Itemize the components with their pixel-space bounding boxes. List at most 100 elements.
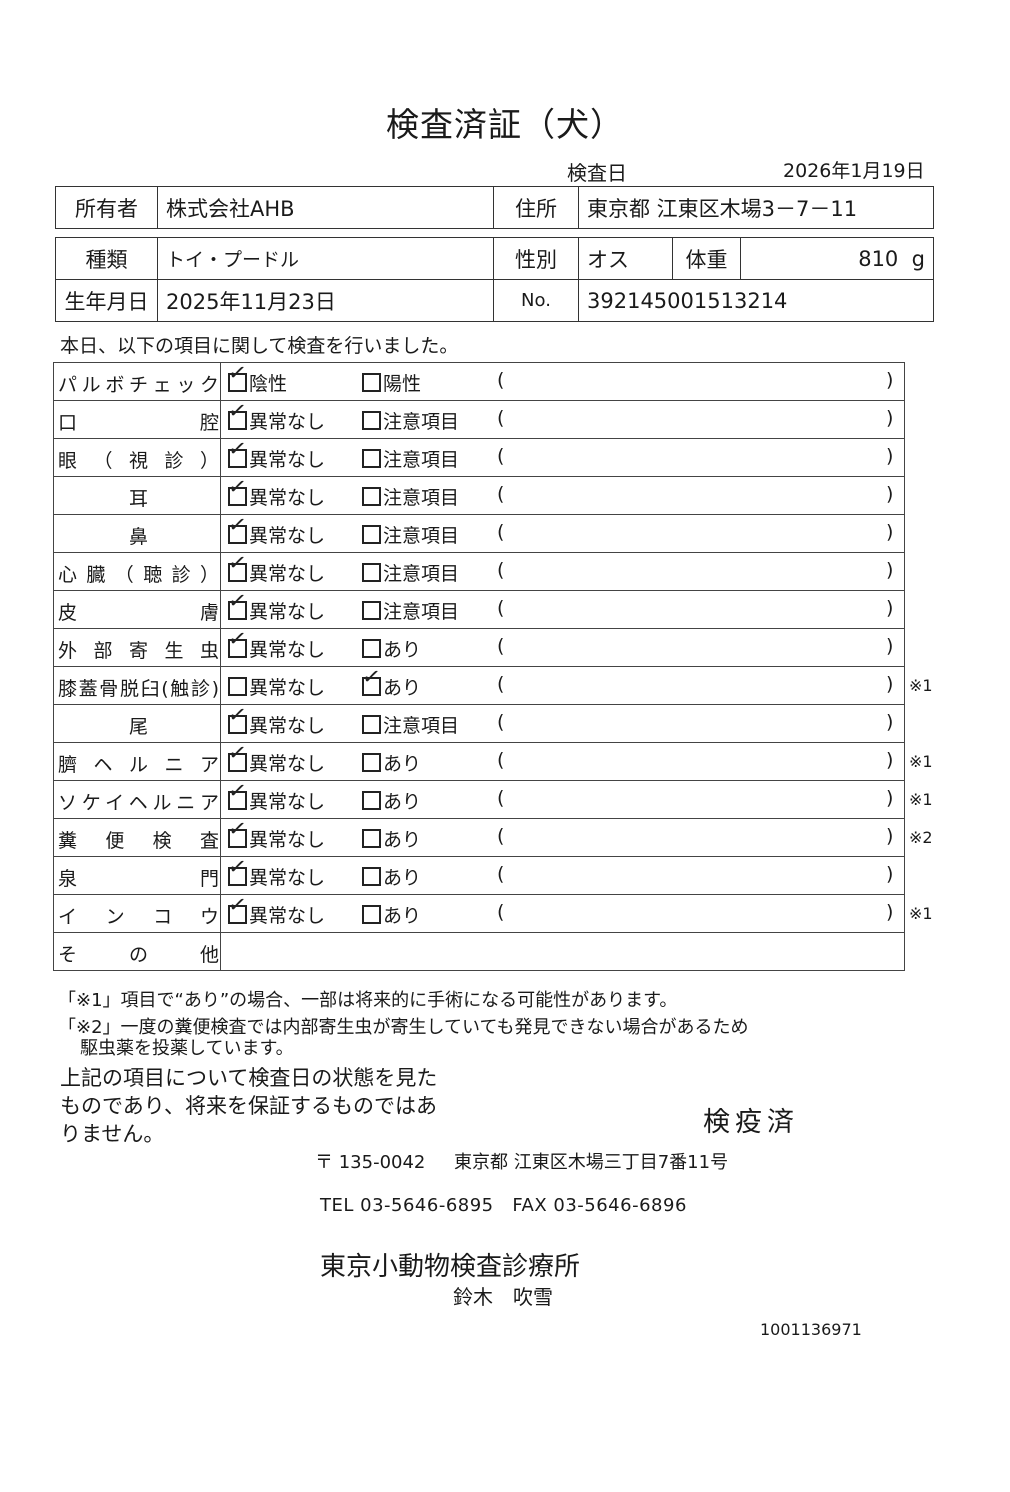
check-option-2[interactable]: ✓ あり bbox=[360, 664, 421, 700]
checked-checkbox[interactable]: ✓ bbox=[226, 398, 248, 430]
remarks-open-paren: ( bbox=[497, 407, 505, 429]
option-label: 注意項目 bbox=[383, 525, 460, 547]
checked-checkbox[interactable]: ✓ bbox=[226, 550, 248, 582]
checked-checkbox[interactable]: ✓ bbox=[226, 626, 248, 658]
checked-checkbox[interactable]: ✓ bbox=[226, 436, 248, 468]
check-option-1[interactable]: ✓ 異常なし bbox=[226, 436, 325, 472]
checked-checkbox[interactable]: ✓ bbox=[226, 702, 248, 734]
check-option-2[interactable]: あり bbox=[362, 749, 421, 776]
column-divider bbox=[220, 705, 221, 742]
column-divider bbox=[220, 477, 221, 514]
check-option-2[interactable]: あり bbox=[362, 787, 421, 814]
check-item-label: 泉門 bbox=[58, 868, 219, 890]
column-divider bbox=[220, 933, 221, 970]
check-option-2[interactable]: あり bbox=[362, 635, 421, 662]
owner-table: 所有者 株式会社AHB 住所 東京都 江東区木場3－7－11 bbox=[55, 186, 934, 229]
checkmark-icon: ✓ bbox=[226, 549, 249, 578]
checked-checkbox[interactable]: ✓ bbox=[226, 740, 248, 772]
check-option-1[interactable]: ✓ 異常なし bbox=[226, 702, 325, 738]
unchecked-checkbox[interactable] bbox=[362, 449, 381, 468]
check-option-1[interactable]: ✓ 異常なし bbox=[226, 626, 325, 662]
checked-checkbox[interactable]: ✓ bbox=[360, 664, 382, 696]
unchecked-checkbox[interactable] bbox=[362, 791, 381, 810]
address-label: 住所 bbox=[493, 186, 579, 229]
option-label: 異常なし bbox=[249, 829, 326, 851]
remarks-open-paren: ( bbox=[497, 825, 505, 847]
option-label: 注意項目 bbox=[383, 601, 460, 623]
check-option-1[interactable]: ✓ 異常なし bbox=[226, 398, 325, 434]
check-option-1[interactable]: 異常なし bbox=[228, 673, 325, 700]
option-label: 注意項目 bbox=[383, 411, 460, 433]
check-option-1[interactable]: ✓ 異常なし bbox=[226, 892, 325, 928]
checked-checkbox[interactable]: ✓ bbox=[226, 588, 248, 620]
check-option-1[interactable]: ✓ 異常なし bbox=[226, 740, 325, 776]
unchecked-checkbox[interactable] bbox=[362, 753, 381, 772]
unchecked-checkbox[interactable] bbox=[362, 867, 381, 886]
check-option-2[interactable]: 注意項目 bbox=[362, 521, 459, 548]
check-option-1[interactable]: ✓ 異常なし bbox=[226, 816, 326, 852]
document-number: 1001136971 bbox=[760, 1320, 862, 1339]
unchecked-checkbox[interactable] bbox=[362, 563, 381, 582]
column-divider bbox=[220, 819, 221, 856]
checked-checkbox[interactable]: ✓ bbox=[226, 474, 248, 506]
check-option-1[interactable]: ✓ 異常なし bbox=[226, 854, 325, 890]
weight-cell: 810 g bbox=[740, 237, 934, 280]
checked-checkbox[interactable]: ✓ bbox=[226, 778, 248, 810]
checked-checkbox[interactable]: ✓ bbox=[226, 892, 248, 924]
checked-checkbox[interactable]: ✓ bbox=[226, 854, 248, 886]
check-row: 眼（視診） ✓ 異常なし 注意項目 () bbox=[54, 436, 905, 477]
check-row: ソケイヘルニア ✓ 異常なし あり () ※1 bbox=[54, 778, 933, 819]
column-divider bbox=[220, 515, 221, 552]
check-option-1[interactable]: ✓ 陰性 bbox=[226, 360, 287, 396]
check-option-2[interactable]: あり bbox=[362, 863, 421, 890]
unchecked-checkbox[interactable] bbox=[362, 411, 381, 430]
check-option-2[interactable]: 注意項目 bbox=[362, 597, 459, 624]
unchecked-checkbox[interactable] bbox=[362, 905, 381, 924]
owner-label: 所有者 bbox=[55, 186, 158, 229]
remarks-close-paren: ) bbox=[886, 711, 894, 733]
check-option-1[interactable]: ✓ 異常なし bbox=[226, 512, 325, 548]
check-row: 外部寄生虫 ✓ 異常なし あり () bbox=[54, 626, 905, 667]
column-divider bbox=[220, 781, 221, 818]
checked-checkbox[interactable]: ✓ bbox=[226, 816, 248, 848]
checked-checkbox[interactable]: ✓ bbox=[226, 512, 248, 544]
check-option-2[interactable]: 注意項目 bbox=[362, 559, 459, 586]
remarks-close-paren: ) bbox=[886, 445, 894, 467]
unchecked-checkbox[interactable] bbox=[362, 829, 381, 848]
check-option-1[interactable]: ✓ 異常なし bbox=[226, 474, 325, 510]
remarks-close-paren: ) bbox=[886, 749, 894, 771]
footnote-2: 「※2」一度の糞便検査では内部寄生虫が寄生していても発見できない場合があるため bbox=[58, 1017, 749, 1038]
check-option-2[interactable]: 陽性 bbox=[362, 369, 421, 396]
check-option-2[interactable]: 注意項目 bbox=[362, 711, 459, 738]
check-option-2[interactable]: 注意項目 bbox=[362, 483, 459, 510]
check-item-label: ソケイヘルニア bbox=[58, 792, 219, 814]
remarks-open-paren: ( bbox=[497, 673, 505, 695]
unchecked-checkbox[interactable] bbox=[362, 601, 381, 620]
check-option-1[interactable]: ✓ 異常なし bbox=[226, 550, 326, 586]
remarks-close-paren: ) bbox=[886, 787, 894, 809]
checkmark-icon: ✓ bbox=[226, 701, 249, 730]
unchecked-checkbox[interactable] bbox=[228, 677, 247, 696]
unchecked-checkbox[interactable] bbox=[362, 525, 381, 544]
column-divider bbox=[220, 439, 221, 476]
unchecked-checkbox[interactable] bbox=[362, 487, 381, 506]
unchecked-checkbox[interactable] bbox=[362, 373, 381, 392]
check-option-1[interactable]: ✓ 異常なし bbox=[226, 778, 325, 814]
check-option-2[interactable]: 注意項目 bbox=[362, 407, 459, 434]
unchecked-checkbox[interactable] bbox=[362, 715, 381, 734]
check-option-2[interactable]: 注意項目 bbox=[362, 445, 459, 472]
remarks-open-paren: ( bbox=[497, 711, 505, 733]
remarks-close-paren: ) bbox=[886, 901, 894, 923]
option-label: あり bbox=[383, 829, 422, 851]
check-option-1[interactable]: ✓ 異常なし bbox=[226, 588, 325, 624]
remarks-close-paren: ) bbox=[886, 863, 894, 885]
unchecked-checkbox[interactable] bbox=[362, 639, 381, 658]
inspection-date-label: 検査日 bbox=[567, 161, 627, 185]
checked-checkbox[interactable]: ✓ bbox=[226, 360, 248, 392]
remarks-open-paren: ( bbox=[497, 597, 505, 619]
remarks-open-paren: ( bbox=[497, 559, 505, 581]
check-option-2[interactable]: あり bbox=[362, 825, 421, 852]
check-option-2[interactable]: あり bbox=[362, 901, 421, 928]
number-value: 392145001513214 bbox=[578, 279, 934, 322]
option-label: 異常なし bbox=[249, 563, 326, 585]
